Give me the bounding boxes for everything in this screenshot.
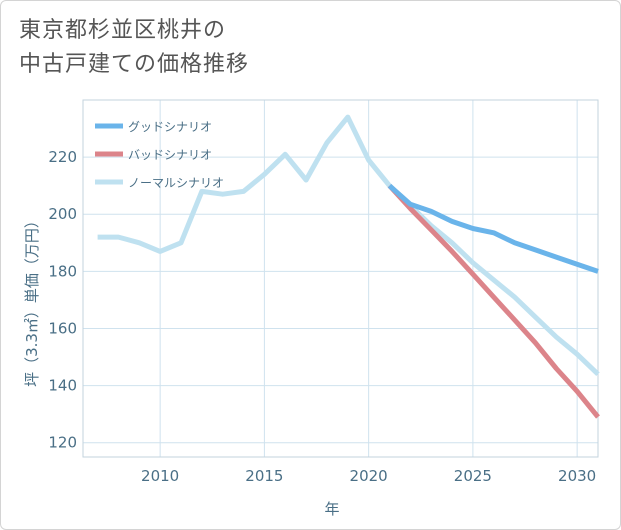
series-line-normal (97, 114, 600, 377)
chart-title: 東京都杉並区桃井の 中古戸建ての価格推移 (19, 14, 249, 82)
legend-label-good: グッドシナリオ (128, 120, 212, 134)
x-tick-label: 2015 (245, 467, 283, 485)
x-tick-label: 2030 (558, 467, 596, 485)
legend-label-bad: バッドシナリオ (128, 148, 212, 162)
y-tick-label: 160 (48, 319, 77, 337)
x-axis-title: 年 (324, 500, 339, 518)
series-lines (97, 114, 600, 419)
chart-title-line-2: 中古戸建ての価格推移 (19, 52, 250, 77)
plot-area-border (82, 99, 599, 458)
y-tick-label: 220 (48, 148, 77, 166)
chart-title-line-1: 東京都杉並区桃井の (19, 18, 227, 43)
x-tick-label: 2025 (454, 467, 492, 485)
plot-frame (82, 99, 599, 458)
y-tick-label: 140 (48, 377, 77, 395)
series-line-bad (387, 184, 600, 419)
legend-label-normal: ノーマルシナリオ (128, 176, 224, 190)
tick-labels: 2010 2015 2020 2025 2030 120 140 160 180 200 220 (48, 148, 596, 485)
series-line-good (387, 183, 599, 274)
y-tick-label: 180 (48, 262, 77, 280)
y-tick-label: 120 (48, 434, 77, 452)
y-axis-title: 坪（3.3㎡）単価（万円） (23, 213, 41, 387)
y-tick-label: 200 (48, 205, 77, 223)
x-tick-label: 2010 (141, 467, 179, 485)
x-tick-label: 2020 (350, 467, 388, 485)
